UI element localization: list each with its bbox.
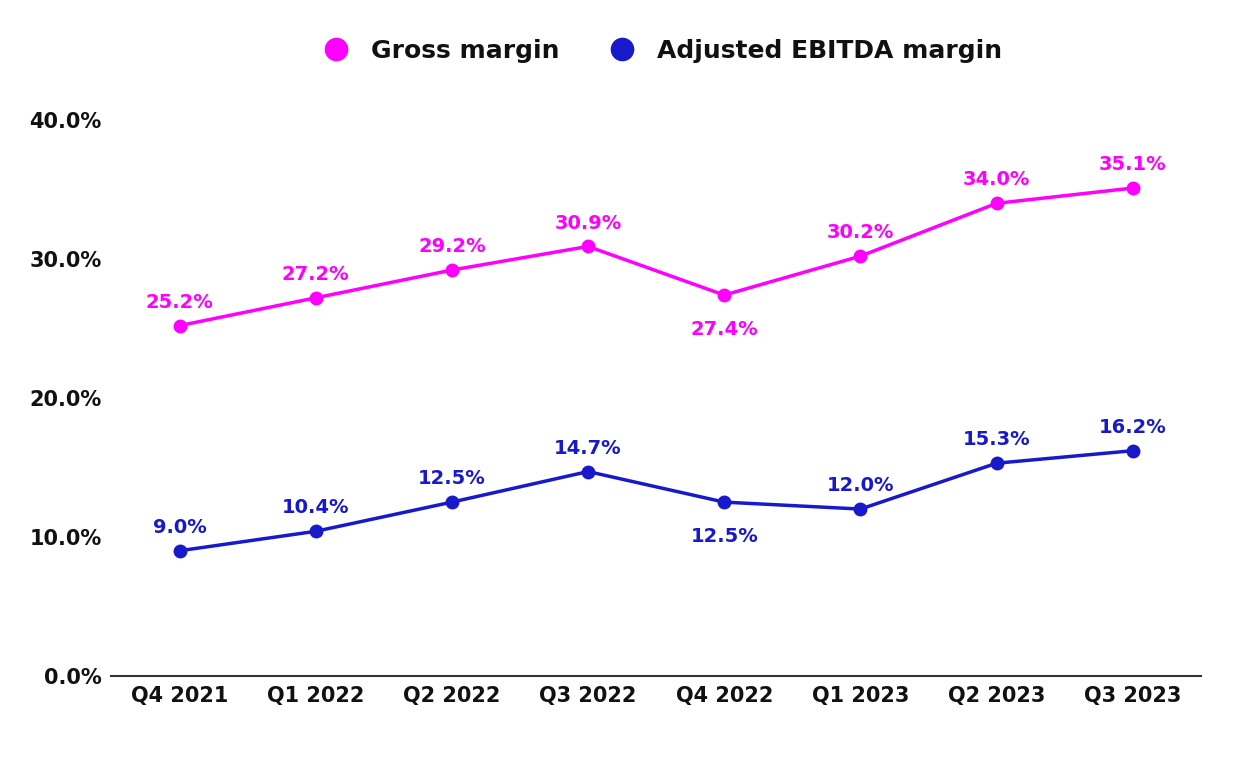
Text: 12.5%: 12.5% [418,469,485,488]
Text: 27.4%: 27.4% [691,320,758,339]
Text: 12.5%: 12.5% [691,527,758,546]
Text: 34.0%: 34.0% [963,170,1030,190]
Text: 15.3%: 15.3% [963,430,1030,449]
Legend: Gross margin, Adjusted EBITDA margin: Gross margin, Adjusted EBITDA margin [301,28,1011,73]
Text: 25.2%: 25.2% [146,293,213,312]
Text: 30.9%: 30.9% [555,214,621,233]
Text: 35.1%: 35.1% [1099,155,1166,174]
Text: 10.4%: 10.4% [282,498,349,518]
Text: 16.2%: 16.2% [1099,418,1166,437]
Text: 27.2%: 27.2% [282,265,349,284]
Text: 12.0%: 12.0% [827,476,894,495]
Text: 29.2%: 29.2% [418,237,485,257]
Text: 14.7%: 14.7% [555,439,621,458]
Text: 9.0%: 9.0% [152,518,207,537]
Text: 30.2%: 30.2% [827,223,894,242]
